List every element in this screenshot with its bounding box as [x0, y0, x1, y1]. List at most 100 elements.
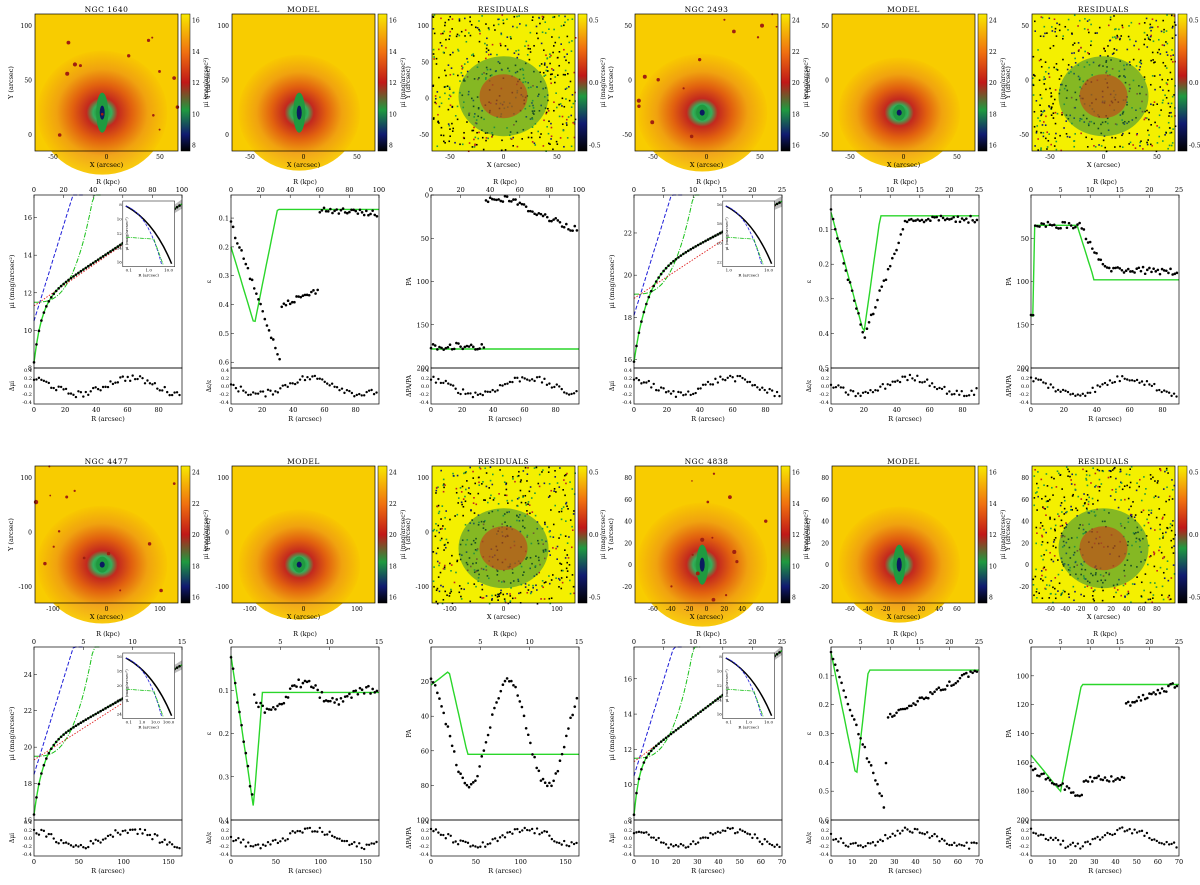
residual-pixel [1063, 127, 1065, 129]
bottom-tick-label: 20 [663, 406, 671, 414]
residual-pixel [1167, 579, 1170, 582]
residual-point [1039, 833, 1043, 836]
residual-pixel [1123, 485, 1126, 487]
residual-point [1158, 388, 1161, 392]
data-point [261, 704, 265, 708]
y-tick-label: 0.6 [819, 817, 829, 825]
residual-pixel [1168, 144, 1171, 147]
residual-pixel [565, 118, 568, 121]
residual-pixel [506, 36, 509, 39]
data-point [945, 684, 949, 687]
residual-pixel [529, 31, 532, 34]
residual-point [965, 841, 968, 844]
residual-pixel [1043, 566, 1046, 569]
residual-pixel [1072, 44, 1074, 46]
residual-pixel [444, 543, 447, 546]
residual-pixel [558, 36, 560, 39]
residual-point [1121, 826, 1124, 829]
data-point [848, 708, 852, 712]
residual-point [876, 840, 880, 844]
data-point [526, 209, 530, 213]
residual-pixel [1122, 584, 1125, 587]
data-point [77, 271, 80, 275]
data-point [897, 241, 900, 245]
residual-frame [230, 819, 380, 857]
data-point [69, 727, 73, 731]
data-point [645, 302, 648, 306]
residual-pixel [1056, 22, 1058, 25]
residual-pixel [1152, 40, 1155, 43]
data-point [935, 215, 939, 219]
residual-point [471, 844, 475, 847]
residual-pixel [1071, 495, 1074, 497]
data-point [556, 219, 560, 222]
model-ellipticity-line [830, 212, 979, 333]
residual-pixel [469, 492, 472, 495]
residual-point [528, 829, 531, 832]
data-point [848, 281, 852, 284]
residual-pixel [462, 505, 465, 508]
residual-point [1037, 834, 1040, 837]
bottom-tick-label: 40 [92, 406, 100, 414]
data-point [1145, 268, 1149, 272]
residual-pixel [1036, 532, 1038, 535]
x-axis-label: X (arcsec) [690, 613, 724, 621]
residual-pixel [548, 28, 550, 30]
data-point [288, 302, 292, 306]
data-point [482, 346, 486, 349]
residual-pixel [1033, 475, 1036, 477]
residual-pixel [1052, 494, 1054, 496]
residual-point [338, 837, 341, 840]
residual-point [1059, 390, 1062, 393]
x-tick-label: 0 [302, 606, 306, 613]
residual-point [1116, 828, 1119, 832]
data-point [1133, 271, 1136, 274]
residual-point [1145, 831, 1149, 835]
residual-pixel [1034, 468, 1036, 471]
residual-point [1135, 831, 1139, 834]
residual-pixel [1085, 470, 1088, 473]
residual-pixel [1043, 25, 1046, 28]
data-point [375, 214, 379, 218]
residual-pixel [1171, 142, 1174, 144]
x-tick-label: 0 [502, 606, 506, 613]
residual-pixel [486, 44, 488, 47]
residual-pixel [1063, 499, 1066, 502]
data-point [1080, 793, 1084, 797]
residual-pixel [559, 137, 562, 139]
residual-point [365, 390, 368, 394]
residual-pixel [1042, 111, 1044, 113]
data-point [89, 715, 93, 719]
residual-pixel [548, 597, 551, 600]
data-point [1129, 270, 1132, 273]
residual-pixel [1087, 500, 1090, 503]
residual-point [943, 385, 946, 389]
data-point [704, 706, 707, 710]
residual-pixel [1158, 508, 1161, 510]
y-tick-label: 0 [28, 530, 32, 537]
y-tick-label: 0 [425, 192, 429, 200]
residual-pixel [433, 32, 436, 35]
inset-y-label: μi (mag/arcsec²) [124, 217, 129, 251]
data-point [257, 298, 260, 301]
x-tick-label: 0 [1102, 154, 1106, 161]
residual-point [640, 831, 643, 834]
residual-point [163, 838, 166, 841]
residual-point [655, 388, 658, 392]
residual-pixel [1058, 582, 1061, 585]
bottom-tick-label: 100 [117, 858, 129, 866]
residual-pixel [1088, 496, 1090, 499]
residual-point [1133, 379, 1136, 383]
foreground-star [175, 105, 180, 109]
x-tick-label: 0 [105, 154, 109, 161]
data-point [1038, 774, 1041, 778]
data-point [362, 213, 366, 217]
residual-point [699, 837, 702, 840]
residual-pixel [1040, 65, 1043, 68]
residual-pixel [549, 535, 552, 538]
residual-pixel [1094, 589, 1096, 591]
data-point [459, 772, 462, 775]
panel-title: NGC 1640 [85, 5, 129, 14]
residual-point [276, 841, 280, 845]
residual-pixel [1170, 58, 1173, 61]
